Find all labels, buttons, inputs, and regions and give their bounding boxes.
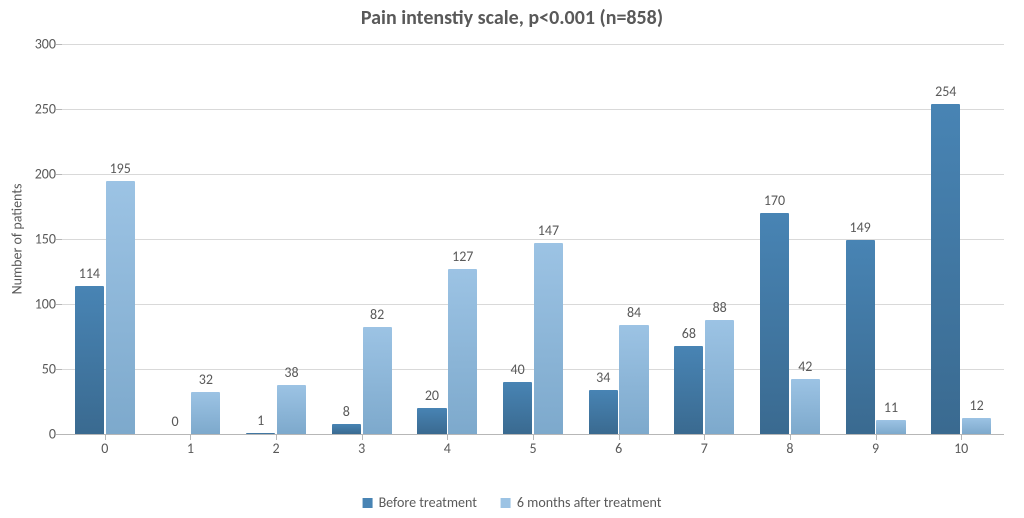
bar	[191, 392, 220, 434]
legend-swatch	[363, 498, 373, 508]
bar	[760, 213, 789, 434]
bar-value-label: 127	[452, 248, 473, 265]
y-tick-label: 50	[42, 361, 62, 378]
bar	[332, 424, 361, 434]
legend-label: Before treatment	[379, 494, 477, 511]
x-tick-label: 9	[872, 434, 879, 457]
bar	[931, 104, 960, 434]
x-tick-label: 4	[444, 434, 451, 457]
bar	[534, 243, 563, 434]
bar-value-label: 170	[764, 192, 785, 209]
bar	[417, 408, 446, 434]
y-tick-label: 100	[35, 296, 62, 313]
plot-area: 0501001502002503000114195103221383882420…	[62, 44, 1004, 434]
bar	[106, 181, 135, 435]
x-tick-label: 1	[187, 434, 194, 457]
bar	[448, 269, 477, 434]
bar-value-label: 38	[284, 364, 298, 381]
x-tick-label: 5	[529, 434, 536, 457]
bar-value-label: 254	[935, 83, 956, 100]
bar-value-label: 32	[199, 371, 213, 388]
legend-item: 6 months after treatment	[501, 494, 662, 511]
x-tick-label: 6	[615, 434, 622, 457]
bar-value-label: 11	[884, 399, 898, 416]
bar	[846, 240, 875, 434]
grid-line	[62, 44, 1004, 45]
y-tick-label: 300	[35, 36, 62, 53]
bar	[705, 320, 734, 434]
bar	[246, 433, 275, 434]
bar	[363, 327, 392, 434]
bar	[674, 346, 703, 434]
bar-value-label: 42	[798, 358, 812, 375]
x-tick-label: 7	[701, 434, 708, 457]
x-tick-label: 0	[101, 434, 108, 457]
bar-value-label: 12	[969, 397, 983, 414]
x-tick-label: 3	[358, 434, 365, 457]
bar-value-label: 8	[343, 403, 350, 420]
x-tick-label: 10	[954, 434, 968, 457]
y-tick-label: 200	[35, 166, 62, 183]
bar-value-label: 0	[171, 413, 178, 430]
grid-line	[62, 109, 1004, 110]
bar	[962, 418, 991, 434]
bar-value-label: 149	[849, 219, 870, 236]
bar-value-label: 195	[110, 160, 131, 177]
bar-value-label: 88	[713, 299, 727, 316]
bar-value-label: 20	[425, 387, 439, 404]
bar-value-label: 34	[596, 369, 610, 386]
bar-value-label: 40	[510, 361, 524, 378]
chart-title: Pain intenstiy scale, p<0.001 (n=858)	[0, 0, 1024, 30]
bar	[75, 286, 104, 434]
legend-label: 6 months after treatment	[517, 494, 662, 511]
bar	[791, 379, 820, 434]
bar	[619, 325, 648, 434]
bar-value-label: 82	[370, 306, 384, 323]
bar	[589, 390, 618, 434]
bar-value-label: 84	[627, 304, 641, 321]
grid-line	[62, 174, 1004, 175]
bar-value-label: 1	[257, 412, 264, 429]
y-tick-label: 250	[35, 101, 62, 118]
bar-value-label: 114	[79, 265, 100, 282]
bar	[277, 385, 306, 434]
bar-value-label: 147	[538, 222, 559, 239]
legend-swatch	[501, 498, 511, 508]
bar	[503, 382, 532, 434]
y-axis-title: Number of patients	[9, 184, 26, 295]
y-tick-label: 0	[49, 426, 62, 443]
legend: Before treatment 6 months after treatment	[363, 494, 662, 511]
bar	[876, 420, 905, 434]
bar-value-label: 68	[682, 325, 696, 342]
x-tick-label: 8	[786, 434, 793, 457]
y-tick-label: 150	[35, 231, 62, 248]
chart-container: Pain intenstiy scale, p<0.001 (n=858) 0 5…	[0, 0, 1024, 518]
legend-item: Before treatment	[363, 494, 477, 511]
x-tick-label: 2	[273, 434, 280, 457]
